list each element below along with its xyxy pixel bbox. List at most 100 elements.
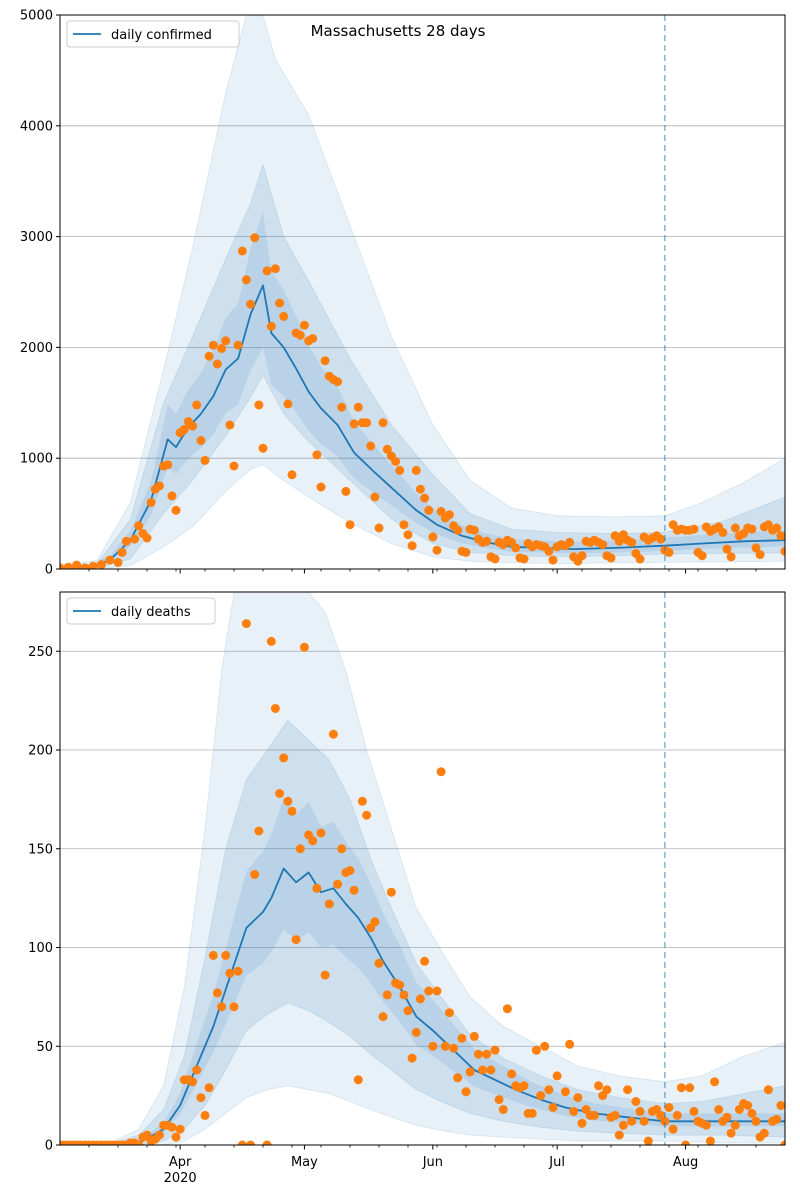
- observed-point: [208, 950, 218, 960]
- observed-point: [755, 550, 765, 560]
- y-tick-label: 50: [36, 1040, 53, 1055]
- observed-point: [328, 729, 338, 739]
- observed-point: [722, 544, 732, 554]
- observed-point: [589, 1110, 599, 1120]
- observed-point: [250, 869, 260, 879]
- observed-point: [366, 441, 376, 451]
- observed-point: [436, 506, 446, 516]
- observed-point: [204, 351, 214, 361]
- y-tick-label: 200: [28, 744, 53, 759]
- observed-point: [117, 547, 127, 557]
- observed-point: [494, 1095, 504, 1105]
- observed-point: [548, 1103, 558, 1112]
- observed-point: [407, 1053, 417, 1063]
- observed-point: [279, 311, 289, 321]
- observed-point: [221, 336, 231, 346]
- observed-point: [428, 532, 438, 542]
- observed-point: [668, 1124, 678, 1134]
- observed-point: [465, 1067, 475, 1077]
- x-tick-label: Apr: [169, 1155, 192, 1170]
- observed-point: [134, 1140, 144, 1145]
- observed-point: [403, 1006, 413, 1016]
- observed-point: [627, 537, 637, 547]
- observed-point: [606, 553, 616, 563]
- observed-point: [747, 1108, 757, 1118]
- x-tick-label: Jun: [422, 1155, 443, 1170]
- observed-point: [142, 533, 152, 543]
- observed-point: [569, 1106, 579, 1116]
- observed-point: [664, 547, 674, 557]
- y-tick-label: 3000: [20, 230, 53, 245]
- observed-point: [287, 470, 297, 480]
- observed-point: [519, 1081, 529, 1091]
- observed-point: [324, 899, 334, 909]
- legend: daily deaths: [66, 597, 216, 625]
- observed-point: [386, 887, 396, 897]
- observed-point: [780, 546, 785, 556]
- observed-point: [80, 563, 90, 569]
- observed-point: [312, 883, 322, 893]
- observed-point: [229, 461, 239, 471]
- observed-point: [374, 523, 384, 533]
- observed-point: [200, 455, 210, 465]
- axes-frame: [59, 591, 786, 1146]
- observed-point: [341, 486, 351, 496]
- observed-point: [531, 1045, 541, 1055]
- observed-point: [320, 356, 330, 366]
- observed-point: [672, 1110, 682, 1120]
- legend-box: [66, 597, 216, 625]
- observed-point: [171, 505, 181, 515]
- observed-point: [627, 1116, 637, 1126]
- observed-point: [192, 1065, 202, 1075]
- legend-label: daily deaths: [111, 605, 191, 620]
- observed-point: [171, 1132, 181, 1142]
- observed-point: [478, 1065, 488, 1075]
- observed-point: [614, 536, 624, 546]
- observed-point: [676, 1083, 686, 1093]
- observed-point: [287, 806, 297, 816]
- observed-point: [498, 1105, 508, 1114]
- observed-point: [353, 402, 363, 412]
- observed-point: [730, 1120, 740, 1130]
- y-tick-label: 150: [28, 842, 53, 857]
- y-tick-label: 1000: [20, 452, 53, 467]
- observed-point: [270, 264, 280, 274]
- observed-point: [279, 753, 289, 763]
- observed-point: [246, 1140, 256, 1145]
- observed-point: [573, 1093, 583, 1103]
- observed-point: [378, 1012, 388, 1022]
- observed-point: [490, 1045, 500, 1055]
- observed-point: [490, 554, 500, 564]
- observed-point: [370, 917, 380, 927]
- observed-point: [565, 537, 575, 547]
- observed-point: [453, 525, 463, 535]
- observed-point: [420, 493, 430, 503]
- observed-point: [444, 1008, 454, 1018]
- observed-point: [486, 1065, 496, 1075]
- observed-point: [552, 1071, 562, 1081]
- observed-point: [548, 555, 558, 565]
- observed-point: [283, 399, 293, 409]
- y-tick-label: 2000: [20, 341, 53, 356]
- observed-point: [357, 796, 367, 806]
- observed-point: [714, 1105, 724, 1114]
- observed-point: [345, 520, 355, 530]
- observed-point: [63, 562, 73, 569]
- observed-point: [544, 1085, 554, 1095]
- observed-point: [154, 1130, 164, 1140]
- x-tick-label: Jul: [548, 1155, 565, 1170]
- observed-point: [212, 359, 222, 369]
- observed-point: [130, 534, 140, 544]
- observed-point: [237, 246, 247, 256]
- observed-point: [196, 1093, 206, 1103]
- observed-point: [502, 1004, 512, 1014]
- observed-point: [449, 1043, 459, 1053]
- observed-point: [316, 828, 326, 838]
- observed-point: [461, 547, 471, 557]
- observed-point: [631, 1097, 641, 1106]
- y-tick-label: 0: [45, 563, 53, 578]
- observed-point: [370, 492, 380, 502]
- observed-point: [639, 1116, 649, 1126]
- observed-point: [718, 527, 728, 537]
